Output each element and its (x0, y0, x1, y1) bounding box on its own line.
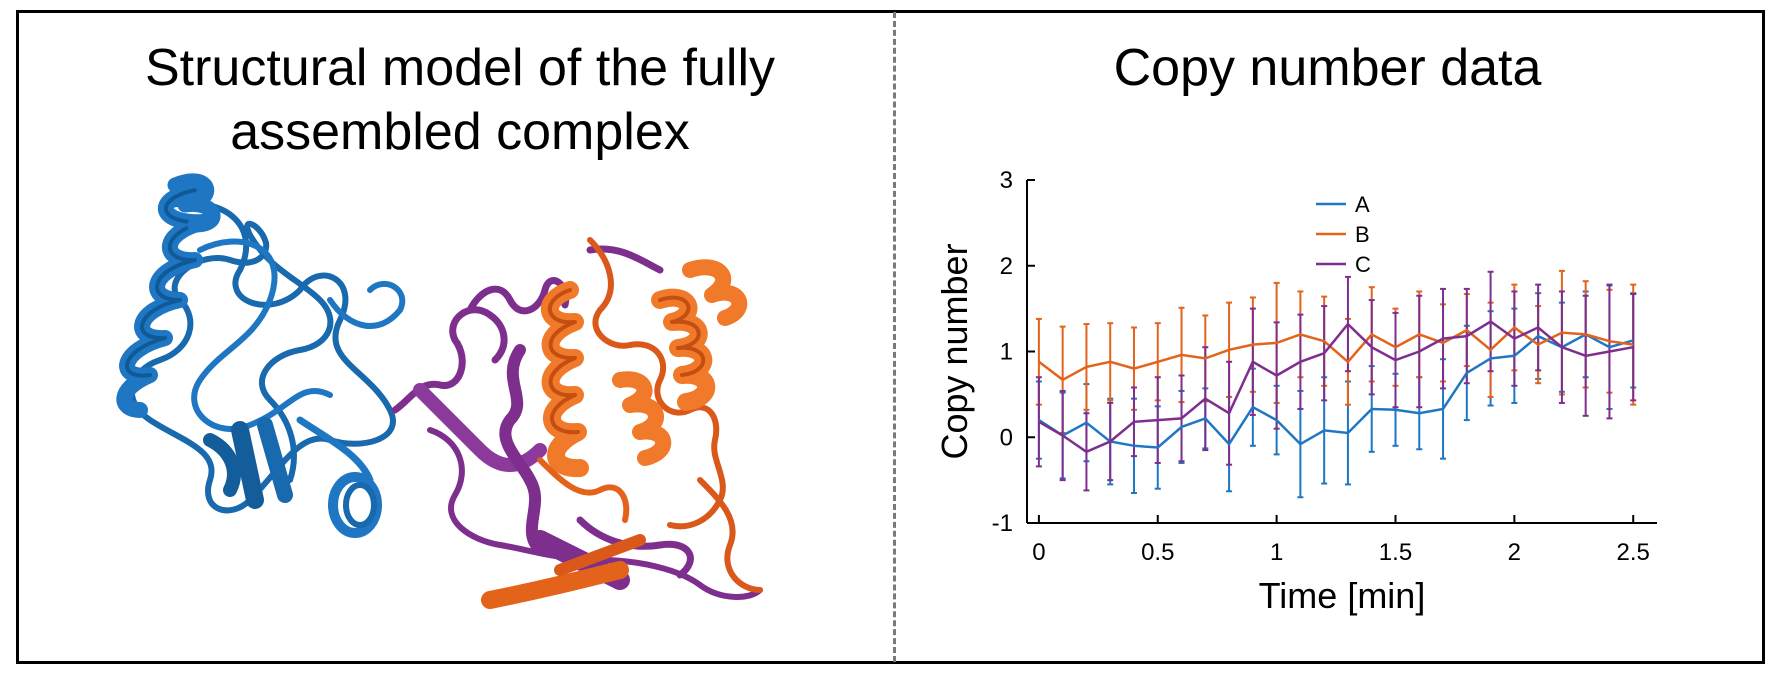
x-tick-label: 0.5 (1141, 539, 1174, 566)
y-tick-label: 3 (1000, 167, 1013, 194)
series-line-C (1038, 320, 1634, 454)
structure-title-line1: Structural model of the fully (144, 39, 776, 97)
x-tick-label: 0 (1032, 539, 1045, 566)
y-axis-label: Copy number (934, 243, 975, 459)
x-tick-label: 2 (1508, 539, 1521, 566)
structure-title-line2: assembled complex (230, 103, 690, 161)
figure-frame (16, 10, 1765, 664)
y-tick-label: 1 (1000, 339, 1013, 366)
legend-label-B: B (1355, 222, 1370, 247)
y-tick-label: 0 (1000, 424, 1013, 451)
y-tick-label: 2 (1000, 253, 1013, 280)
chart-panel-title: Copy number data (1113, 39, 1542, 97)
blue-chain (116, 173, 406, 538)
orange-chain (481, 237, 763, 609)
chart-axes: -1 0 1 2 3 0 0.5 1 1.5 2 2.5 Time [min] Copy number (934, 167, 1657, 616)
protein-structure-illustration (116, 173, 763, 609)
x-axis-label: Time [min] (1259, 575, 1426, 616)
chart-legend: ABC (1316, 192, 1371, 277)
panel-divider (893, 12, 896, 662)
purple-chain (391, 245, 763, 600)
x-tick-label: 2.5 (1617, 539, 1650, 566)
y-tick-label: -1 (992, 510, 1013, 537)
x-tick-label: 1.5 (1379, 539, 1412, 566)
structure-panel-title: Structural model of the fully assembled … (40, 36, 880, 164)
chart-errorbars (1035, 269, 1637, 499)
legend-label-A: A (1355, 192, 1370, 217)
x-tick-label: 1 (1270, 539, 1283, 566)
series-line-A (1038, 332, 1634, 449)
chart-lines (1038, 320, 1634, 454)
legend-label-C: C (1355, 252, 1371, 277)
series-line-B (1038, 325, 1634, 382)
